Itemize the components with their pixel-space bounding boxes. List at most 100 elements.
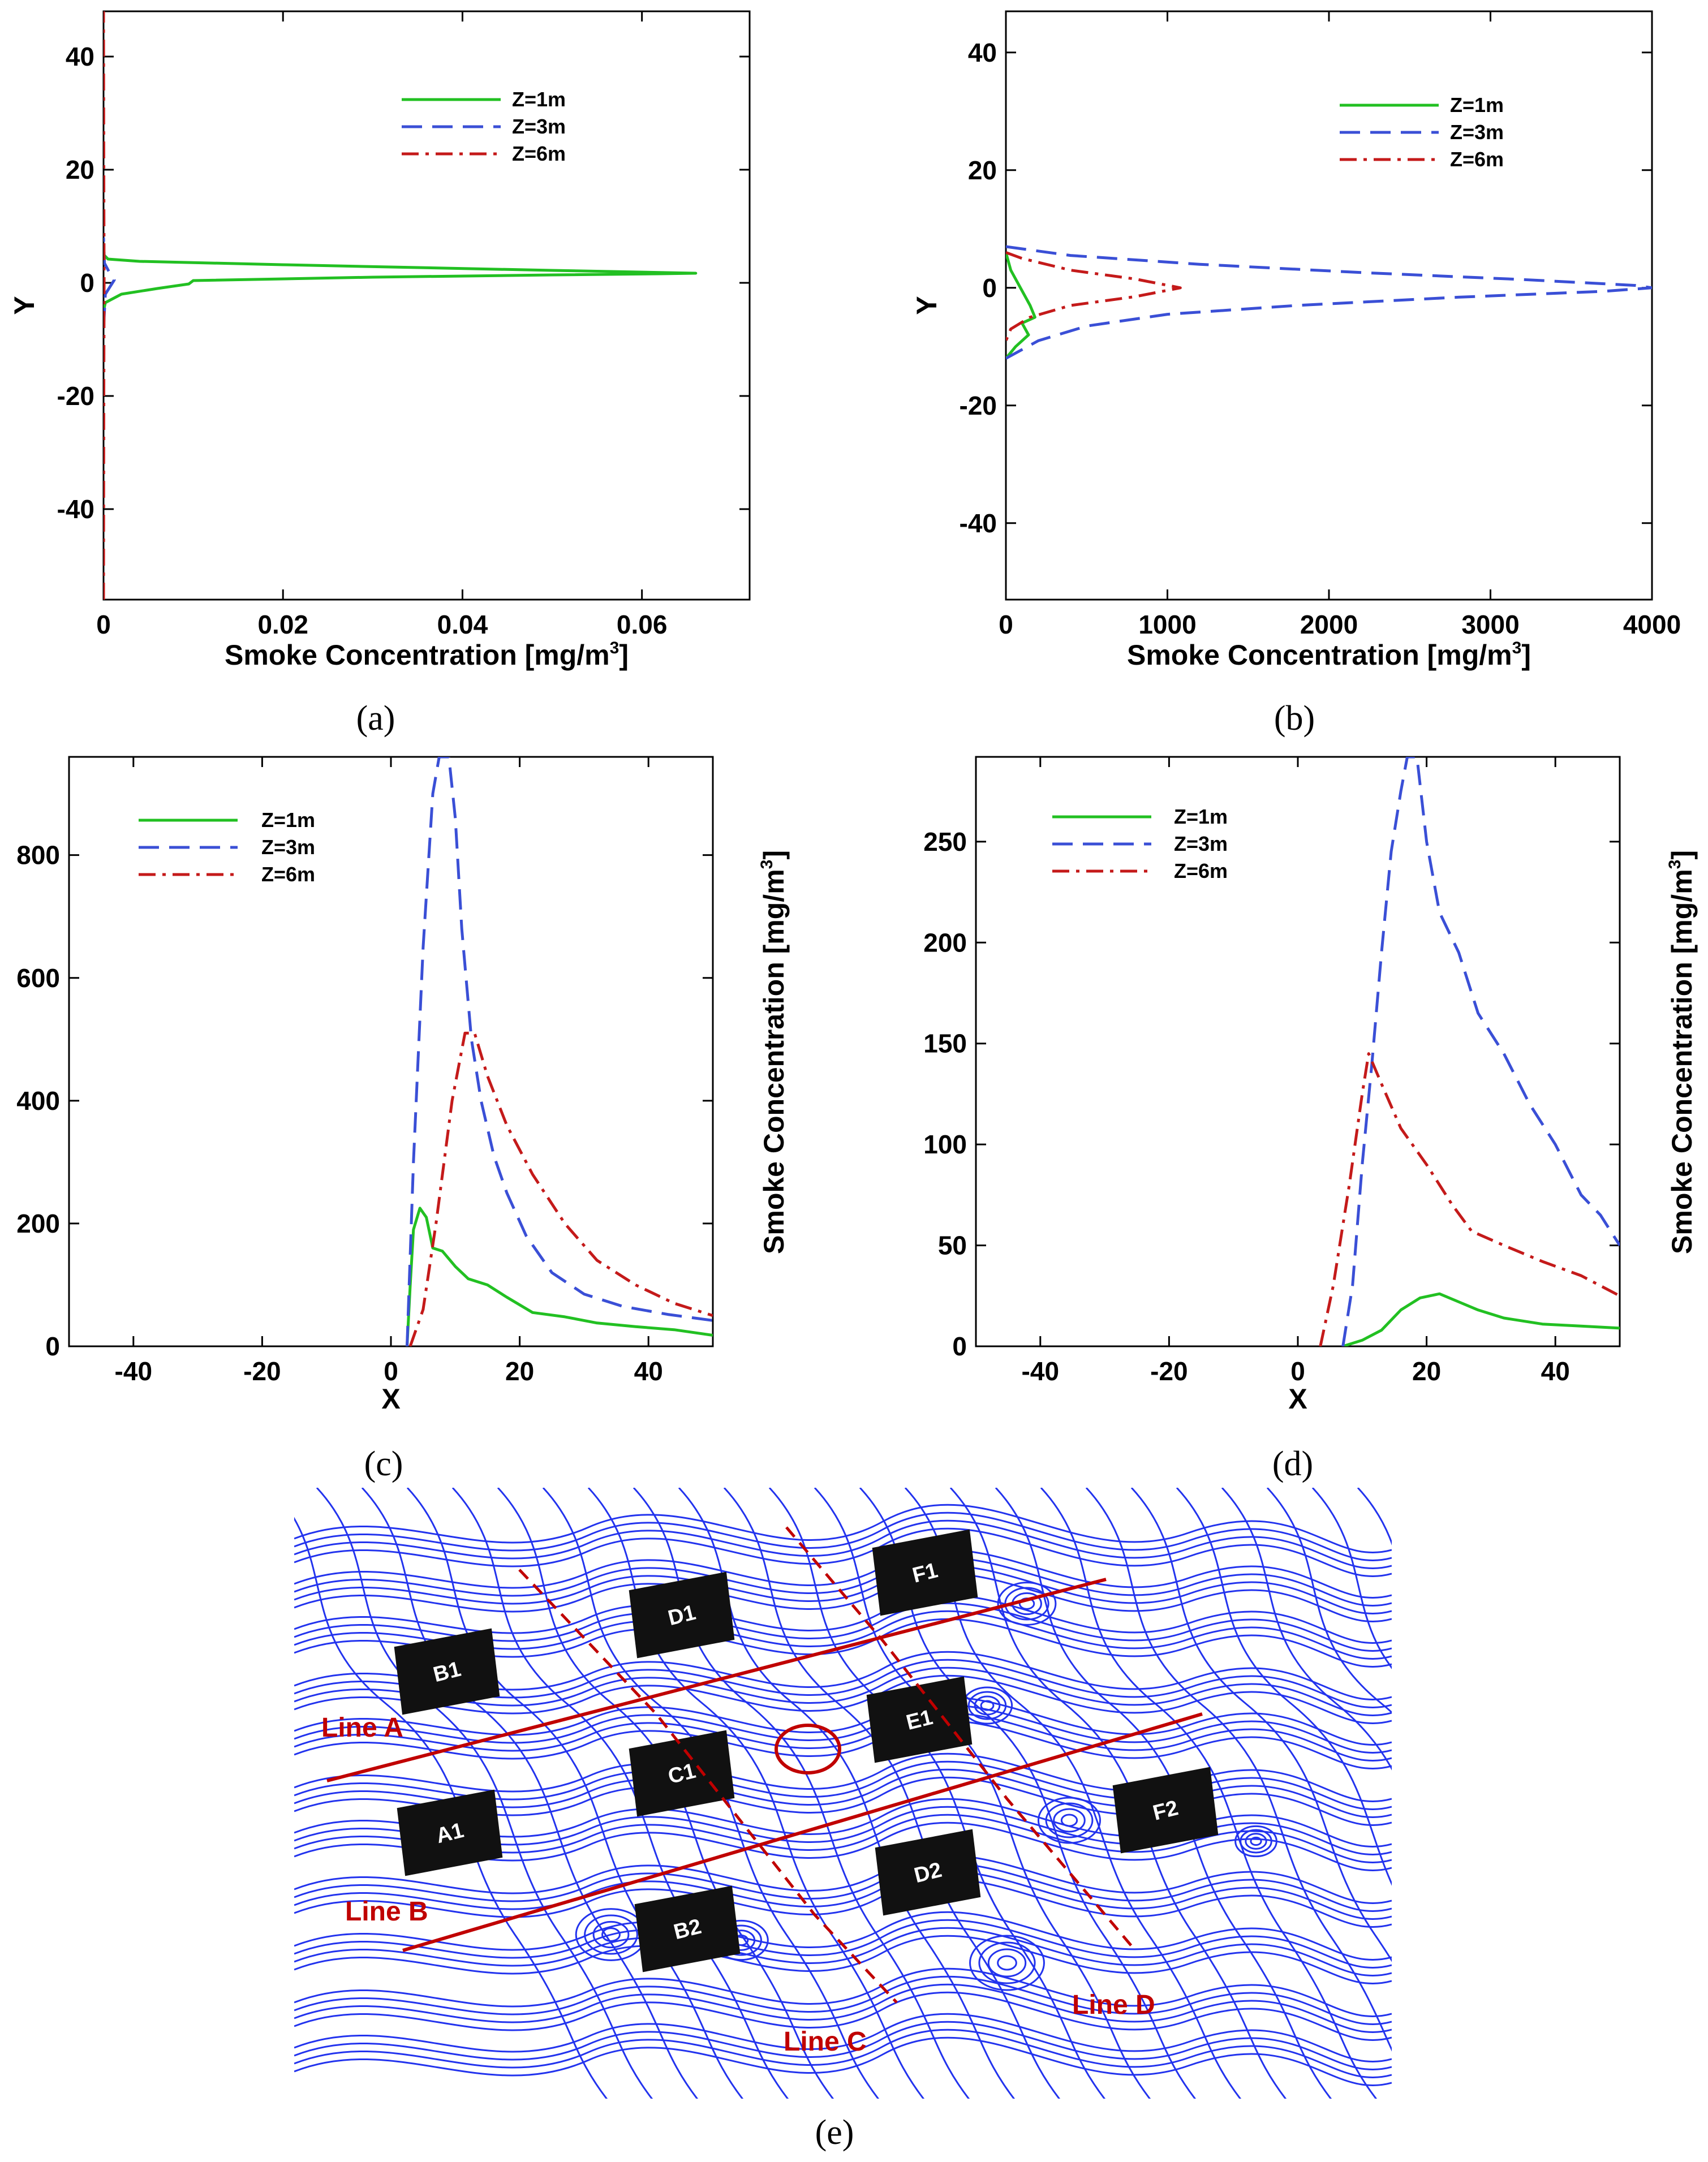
streamline-65 <box>294 1991 1392 2041</box>
chart-d-series <box>1319 757 1620 1346</box>
chart-c-series-z3m-line <box>406 757 713 1346</box>
building-c1: C1 <box>629 1730 735 1817</box>
building-f2-block <box>1112 1767 1219 1854</box>
chart-b-y-axis-label: Y <box>911 296 943 315</box>
chart-d: -40 -20 0 20 40 0 50 100 150 200 250 X Smoke Conc… <box>923 756 1698 1483</box>
building-d2-block <box>875 1829 981 1916</box>
building-f1: F1 <box>872 1529 978 1616</box>
chart-d-xtick-label-1: -20 <box>1150 1356 1188 1386</box>
vortex-1-ring-1 <box>980 1700 995 1711</box>
vortex-2-ring-3 <box>1045 1802 1094 1838</box>
streamline-28 <box>294 1519 1392 1569</box>
chart-a-ytick-label-0: -40 <box>57 494 94 524</box>
chart-b-x-axis-label: Smoke Concentration [mg/m3] <box>1127 639 1531 671</box>
chart-b-y-ticks: -40 -20 0 20 40 <box>960 38 1652 538</box>
chart-c-ytick-label-4: 800 <box>16 841 60 870</box>
chart-c-x-ticks: -40 -20 0 20 40 <box>115 757 663 1386</box>
vortex-3-ring-2 <box>592 1920 630 1949</box>
chart-d-xtick-label-0: -40 <box>1022 1356 1059 1386</box>
vortex-3-ring-3 <box>584 1914 638 1955</box>
chart-a-series-z1m-line <box>104 253 698 312</box>
building-b1: B1 <box>394 1628 500 1715</box>
chart-b-xtick-label-4: 4000 <box>1623 610 1681 639</box>
chart-a-series <box>104 11 698 600</box>
chart-b-legend-label-2: Z=3m <box>1450 120 1504 144</box>
chart-c-series <box>406 757 713 1346</box>
building-b2: B2 <box>634 1885 741 1972</box>
vortex-1-ring-2 <box>974 1695 1001 1716</box>
chart-c-series-z1m-line <box>406 1207 713 1346</box>
building-c1-block <box>629 1730 735 1817</box>
streamline-22 <box>1266 1488 1392 1714</box>
chart-a-panel-label: (a) <box>356 699 395 738</box>
streamline-58 <box>294 1911 1392 1961</box>
streamline-69 <box>294 2036 1392 2086</box>
chart-a-xtick-label-1: 0.02 <box>257 610 308 639</box>
streamline-12 <box>814 1488 1151 2099</box>
chart-d-series-z3m-line <box>1341 757 1620 1346</box>
chart-b-x-ticks: 0 1000 2000 3000 4000 <box>999 11 1681 639</box>
building-d2: D2 <box>875 1829 981 1916</box>
chart-c-x-axis-label: X <box>381 1383 400 1415</box>
chart-a-x-ticks: 0 0.02 0.04 0.06 <box>96 11 667 639</box>
chart-c-xtick-label-1: -20 <box>243 1356 281 1386</box>
chart-c-legend: Z=1m Z=3m Z=6m <box>139 808 315 886</box>
chart-c-panel-label: (c) <box>364 1445 403 1483</box>
building-f2: F2 <box>1112 1767 1219 1854</box>
streamline-19 <box>1130 1488 1392 1962</box>
building-d1-block <box>629 1571 735 1659</box>
chart-a-legend-label-1: Z=1m <box>512 88 566 111</box>
chart-d-x-axis-label: X <box>1288 1383 1307 1415</box>
vortex-6-ring-2 <box>1245 1833 1267 1850</box>
streamline-40 <box>294 1666 1392 1716</box>
streamline-62 <box>294 1967 1392 2017</box>
streamline-68 <box>294 2029 1392 2078</box>
chart-a-ytick-label-2: 0 <box>80 268 94 298</box>
building-b2-block <box>634 1885 741 1972</box>
streamline-60 <box>294 1927 1392 1976</box>
chart-b-ytick-label-4: 40 <box>968 38 997 67</box>
line-c <box>518 1569 898 2004</box>
vortex-5-ring-4 <box>969 1935 1045 1991</box>
streamline-59 <box>294 1919 1392 1969</box>
streamline-25 <box>1403 1488 1708 2104</box>
vortex-6-ring-1 <box>1250 1836 1262 1846</box>
streamline-26 <box>294 1504 1392 1553</box>
streamline-10 <box>723 1488 1061 2099</box>
chart-c-legend-label-2: Z=3m <box>261 835 315 859</box>
chart-a-xtick-label-2: 0.04 <box>437 610 488 639</box>
chart-d-ytick-label-4: 200 <box>923 928 967 957</box>
fire-source-marker <box>775 1724 841 1775</box>
building-d1: D1 <box>629 1571 735 1659</box>
chart-d-ytick-label-1: 50 <box>938 1231 967 1260</box>
building-f2-label: F2 <box>1151 1796 1181 1825</box>
chart-d-series-z1m-line <box>1342 1292 1620 1346</box>
chart-c-ytick-label-1: 200 <box>16 1209 60 1238</box>
line-c-label: Line C <box>784 2027 867 2057</box>
chart-d-series-z6m-line <box>1319 1052 1620 1346</box>
chart-b-series-z6m-line <box>1006 251 1182 342</box>
building-a1-block <box>397 1789 503 1876</box>
streamline-18 <box>1085 1488 1392 2052</box>
line-d-label: Line D <box>1072 1990 1155 2020</box>
chart-b-ytick-label-3: 20 <box>968 156 997 185</box>
chart-c: -40 -20 0 20 40 0 200 400 600 800 X Smoke Concen… <box>16 756 790 1483</box>
building-a1: A1 <box>397 1789 503 1876</box>
streamline-20 <box>1176 1488 1392 1886</box>
building-b1-block <box>394 1628 500 1715</box>
chart-c-xtick-label-3: 20 <box>505 1356 534 1386</box>
vortex-2-ring-4 <box>1037 1797 1102 1844</box>
chart-c-frame <box>68 756 714 1347</box>
chart-b-xtick-label-3: 3000 <box>1461 610 1519 639</box>
chart-d-ytick-label-3: 150 <box>923 1029 967 1058</box>
streamline-64 <box>294 1983 1392 2033</box>
chart-a-legend: Z=1m Z=3m Z=6m <box>402 88 566 165</box>
chart-c-ytick-label-2: 400 <box>16 1086 60 1116</box>
line-b <box>402 1712 1203 1952</box>
chart-a-xtick-label-0: 0 <box>96 610 111 639</box>
chart-c-ytick-label-0: 0 <box>45 1332 60 1361</box>
chart-d-ytick-label-5: 250 <box>923 827 967 856</box>
chart-b-panel-label: (b) <box>1274 699 1315 738</box>
chart-b-ytick-label-2: 0 <box>982 273 997 303</box>
chart-b-series-z1m-line <box>1006 252 1036 360</box>
